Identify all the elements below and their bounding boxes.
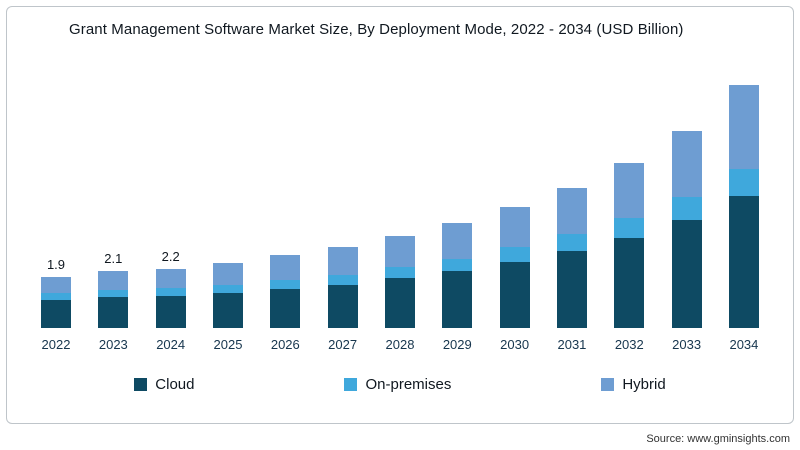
bar-segment-hybrid [270,255,301,280]
bar-segment-cloud [556,251,587,328]
x-axis-label: 2026 [270,337,300,352]
x-axis-label: 2034 [729,337,759,352]
bar-segment-hybrid [614,163,645,218]
x-axis-label: 2033 [672,337,702,352]
bar-segment-on-premises [155,288,186,296]
bar-column: 2031 [551,168,593,352]
bar-segment-on-premises [327,274,358,285]
bar-stack [442,222,473,328]
legend-label: Cloud [155,376,195,393]
bar-segment-on-premises [614,217,645,238]
bar-segment-hybrid [41,276,71,293]
bar-segment-cloud [614,237,645,328]
bar-segment-hybrid [671,130,702,198]
bar-stack [499,206,530,328]
x-axis-label: 2023 [98,337,128,352]
bar-column: 2033 [666,111,708,352]
bar-segment-hybrid [327,247,358,275]
bar-column: 2028 [379,216,421,352]
bar-segment-hybrid [384,236,415,267]
bar-segment-hybrid [212,263,243,285]
bar-stack [384,236,415,328]
bar-stack [41,276,71,328]
bar-segment-on-premises [41,292,71,300]
bar-segment-cloud [41,299,71,328]
bar-value-label: 2.2 [161,248,180,264]
bar-column: 2034 [723,65,765,352]
x-axis-label: 2032 [614,337,644,352]
bar-segment-cloud [384,278,415,328]
bar-stack [212,263,243,328]
bar-stack [270,255,301,328]
x-axis-label: 2028 [385,337,415,352]
bar-segment-cloud [155,295,186,328]
bar-stack [155,268,186,328]
bar-value-label: 1.9 [46,256,66,272]
chart-title: Grant Management Software Market Size, B… [69,21,684,38]
x-axis-label: 2022 [41,337,71,352]
bar-segment-on-premises [499,247,530,262]
legend-item-cloud: Cloud [134,376,194,393]
bar-segment-on-premises [442,258,473,272]
bar-stack [98,271,129,328]
bar-column: 2027 [322,227,364,352]
bar-segment-hybrid [556,187,587,235]
bar-column: 2.1 2023 [92,251,134,352]
bar-segment-on-premises [384,267,415,279]
bar-stack [556,187,587,328]
legend-label: Hybrid [622,376,666,393]
bar-segment-hybrid [499,206,530,248]
legend-item-hybrid: Hybrid [601,376,666,393]
bar-segment-cloud [327,284,358,328]
bar-column: 2025 [207,243,249,352]
bar-segment-hybrid [728,85,759,169]
x-axis-label: 2024 [156,337,186,352]
bar-column: 2029 [436,203,478,352]
source-text: Source: www.gminsights.com [646,433,790,445]
bar-segment-on-premises [98,289,129,297]
x-axis-label: 2031 [557,337,587,352]
bar-column: 2030 [494,187,536,352]
bar-segment-on-premises [671,197,702,220]
legend-swatch [134,378,148,391]
bar-column: 2.2 2024 [150,249,192,352]
bar-segment-on-premises [556,234,587,252]
bar-segment-cloud [270,288,301,328]
legend: Cloud On-premises Hybrid [7,376,793,393]
bar-segment-on-premises [212,284,243,293]
bar-column: 2026 [264,235,306,352]
bar-column: 1.9 2022 [35,257,77,352]
bar-segment-hybrid [155,268,186,289]
legend-swatch [344,378,358,391]
bar-segment-hybrid [442,222,473,259]
bar-stack [671,130,702,328]
bar-segment-on-premises [270,279,301,289]
bar-segment-cloud [499,261,530,328]
bar-segment-cloud [442,271,473,328]
bars-container: 1.9 2022 2.1 2023 2.2 2024 2025 2026 2027 2028 202… [35,52,765,352]
legend-label: On-premises [365,376,452,393]
bar-column: 2032 [608,143,650,352]
chart-card: Grant Management Software Market Size, B… [6,6,794,424]
legend-swatch [601,378,615,391]
bar-segment-cloud [212,292,243,328]
x-axis-label: 2029 [442,337,472,352]
bar-stack [327,247,358,328]
x-axis-label: 2030 [500,337,530,352]
x-axis-label: 2027 [328,337,358,352]
bar-segment-cloud [98,296,129,328]
bar-segment-cloud [671,220,702,328]
bar-stack [728,85,759,328]
x-axis-label: 2025 [213,337,243,352]
bar-segment-cloud [728,195,759,328]
bar-segment-on-premises [728,168,759,196]
bar-segment-hybrid [98,271,129,290]
bar-value-label: 2.1 [104,251,123,267]
bar-stack [614,163,645,328]
legend-item-on-premises: On-premises [344,376,451,393]
